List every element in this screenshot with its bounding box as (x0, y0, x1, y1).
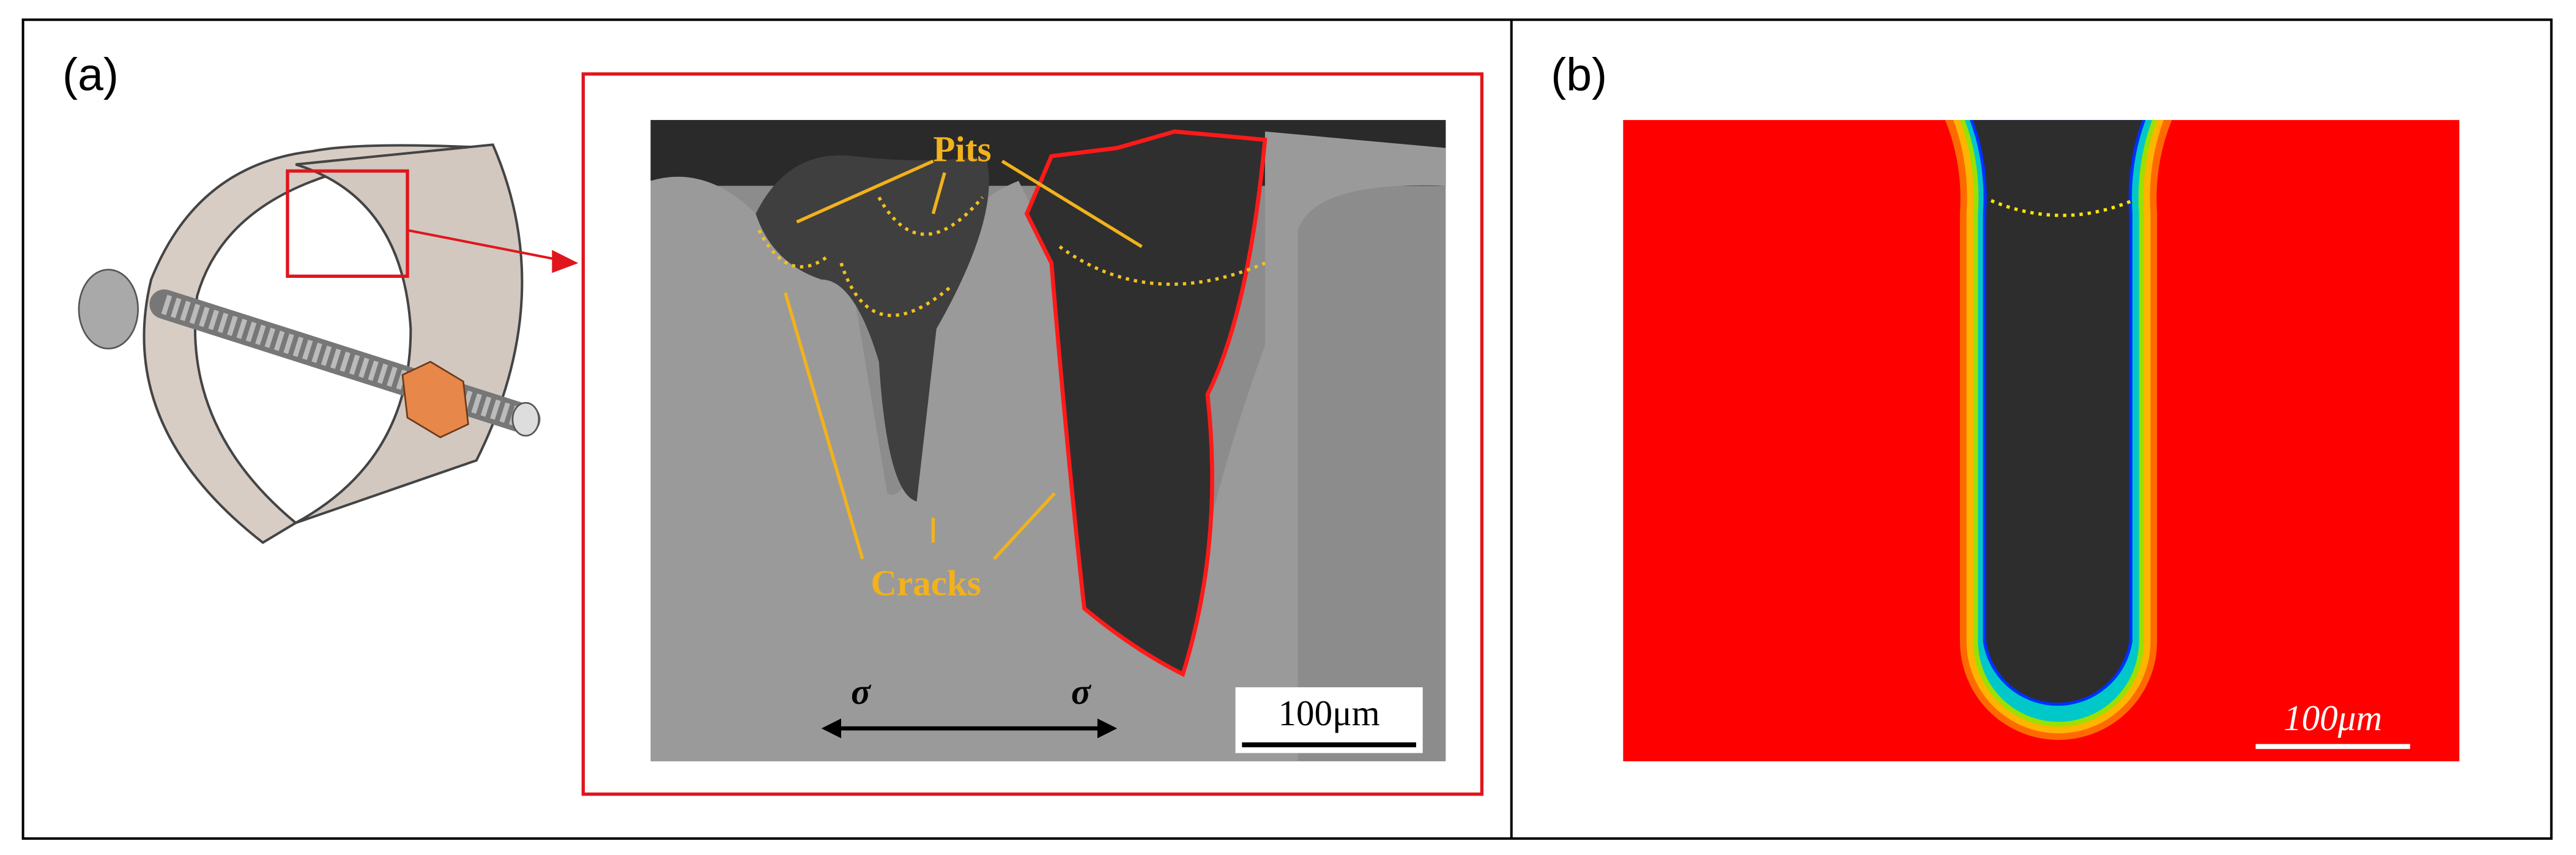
zoom-frame (581, 72, 1484, 796)
stress-label: σ (851, 671, 872, 712)
annotation: Cracks (870, 563, 981, 603)
clamp-illustration (78, 143, 579, 544)
stress-label: σ (1071, 671, 1092, 712)
simulation-image: 100μm (1623, 120, 2460, 761)
sem-image: Pits Cracks σ σ 100μm (650, 120, 1446, 761)
scale-bar-label: 100μm (1279, 693, 1380, 733)
outer-frame (21, 18, 2553, 840)
panel-label: (b) (1551, 49, 1607, 100)
annotation: Pits (933, 129, 991, 169)
panel-label: (a) (62, 49, 119, 100)
scale-bar-label: 100μm (2284, 698, 2382, 738)
